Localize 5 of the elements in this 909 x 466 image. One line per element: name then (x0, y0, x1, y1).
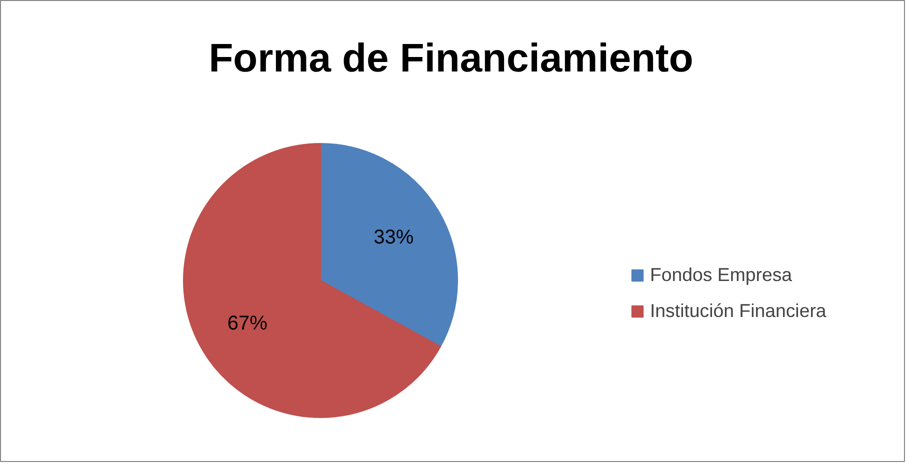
data-label: 33% (374, 226, 414, 248)
legend-label: Fondos Empresa (650, 264, 792, 286)
data-label: 67% (227, 312, 268, 335)
legend-label: Institución Financiera (650, 300, 826, 322)
chart-title: Forma de Financiamiento (208, 36, 694, 80)
